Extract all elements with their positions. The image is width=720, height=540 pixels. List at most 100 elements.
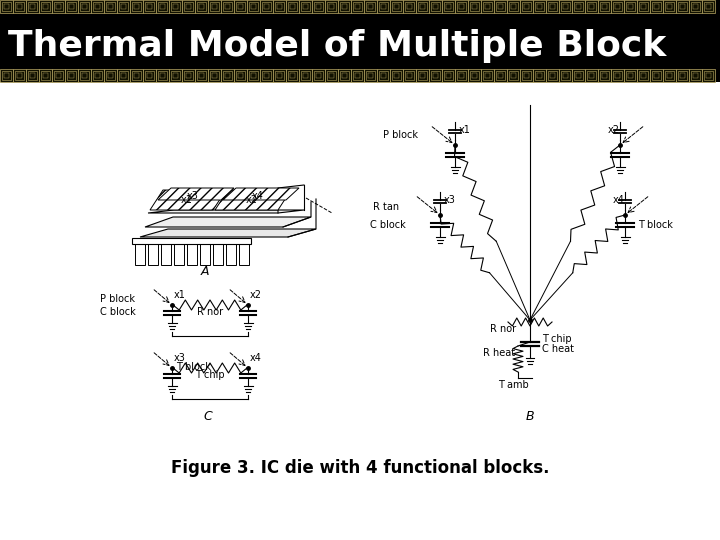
Bar (431, 71, 440, 80)
Bar (145, 2, 154, 11)
Polygon shape (223, 188, 299, 200)
Bar (325, 0, 338, 13)
Bar (286, 69, 299, 82)
Bar (80, 71, 89, 80)
Text: x3: x3 (444, 195, 456, 205)
Bar (626, 2, 635, 11)
Bar (234, 69, 247, 82)
Bar (223, 71, 232, 80)
Bar (381, 4, 386, 9)
Bar (238, 4, 243, 9)
Bar (210, 71, 219, 80)
Bar (212, 4, 217, 9)
Text: R nor: R nor (197, 307, 223, 317)
Bar (381, 73, 386, 78)
Bar (496, 71, 505, 80)
Bar (4, 4, 9, 9)
Bar (225, 4, 230, 9)
Text: x4: x4 (250, 353, 262, 363)
Bar (143, 0, 156, 13)
Bar (689, 69, 702, 82)
Bar (680, 4, 685, 9)
Bar (160, 4, 165, 9)
Bar (561, 2, 570, 11)
Text: R heat: R heat (483, 348, 515, 358)
Bar (197, 2, 206, 11)
Bar (132, 71, 141, 80)
Bar (483, 2, 492, 11)
Bar (665, 2, 674, 11)
Bar (171, 2, 180, 11)
Bar (340, 71, 349, 80)
Bar (156, 0, 169, 13)
Bar (2, 71, 11, 80)
Bar (93, 2, 102, 11)
Polygon shape (150, 190, 226, 210)
Bar (275, 2, 284, 11)
Bar (680, 73, 685, 78)
Bar (533, 0, 546, 13)
Bar (82, 73, 87, 78)
Bar (93, 71, 102, 80)
Bar (52, 0, 65, 13)
Bar (184, 71, 193, 80)
Bar (572, 0, 585, 13)
Bar (28, 71, 37, 80)
Bar (639, 2, 648, 11)
Bar (314, 2, 323, 11)
Bar (626, 71, 635, 80)
Bar (0, 0, 720, 82)
Polygon shape (158, 188, 234, 200)
Text: T amb: T amb (498, 380, 528, 390)
Bar (600, 2, 609, 11)
Bar (200, 243, 210, 265)
Bar (589, 4, 594, 9)
Bar (561, 71, 570, 80)
Bar (273, 0, 286, 13)
Text: R nor: R nor (490, 324, 516, 334)
Bar (676, 0, 689, 13)
Bar (420, 4, 425, 9)
Bar (390, 69, 403, 82)
Bar (394, 73, 399, 78)
Bar (550, 4, 555, 9)
Text: P block: P block (100, 294, 135, 304)
Bar (108, 73, 113, 78)
Bar (251, 4, 256, 9)
Bar (455, 69, 468, 82)
Bar (611, 0, 624, 13)
Bar (225, 73, 230, 78)
Bar (628, 73, 633, 78)
Bar (221, 69, 234, 82)
Bar (416, 69, 429, 82)
Bar (4, 73, 9, 78)
Bar (433, 73, 438, 78)
Bar (108, 4, 113, 9)
Bar (2, 2, 11, 11)
Bar (249, 2, 258, 11)
Bar (665, 71, 674, 80)
Bar (184, 2, 193, 11)
Bar (13, 0, 26, 13)
Text: Thermal Model of Multiple Block: Thermal Model of Multiple Block (8, 29, 666, 63)
Bar (602, 4, 607, 9)
Bar (615, 73, 620, 78)
Bar (0, 0, 13, 13)
Bar (56, 4, 61, 9)
Bar (0, 69, 13, 82)
Bar (663, 69, 676, 82)
Bar (667, 4, 672, 9)
Bar (342, 73, 347, 78)
Bar (312, 0, 325, 13)
Bar (43, 4, 48, 9)
Bar (338, 69, 351, 82)
Bar (158, 71, 167, 80)
Bar (496, 2, 505, 11)
Bar (69, 73, 74, 78)
Bar (522, 2, 531, 11)
Bar (301, 71, 310, 80)
Bar (195, 69, 208, 82)
Text: x2: x2 (250, 290, 262, 300)
Bar (15, 2, 24, 11)
Bar (316, 4, 321, 9)
